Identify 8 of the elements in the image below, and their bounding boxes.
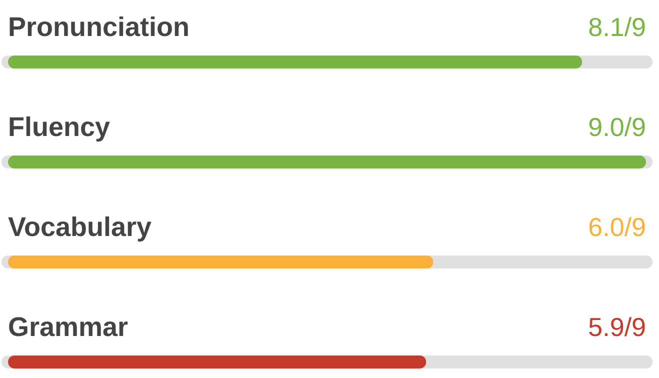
y-tick-label: Grammar: [8, 312, 129, 342]
data-label: 8.1/9: [588, 12, 646, 42]
data-label: 5.9/9: [588, 312, 646, 342]
y-tick-label: Fluency: [8, 112, 110, 142]
data-label: 6.0/9: [588, 212, 646, 242]
y-tick-label: Vocabulary: [8, 212, 152, 242]
data-label: 9.0/9: [588, 112, 646, 142]
y-tick-label: Pronunciation: [8, 12, 190, 42]
